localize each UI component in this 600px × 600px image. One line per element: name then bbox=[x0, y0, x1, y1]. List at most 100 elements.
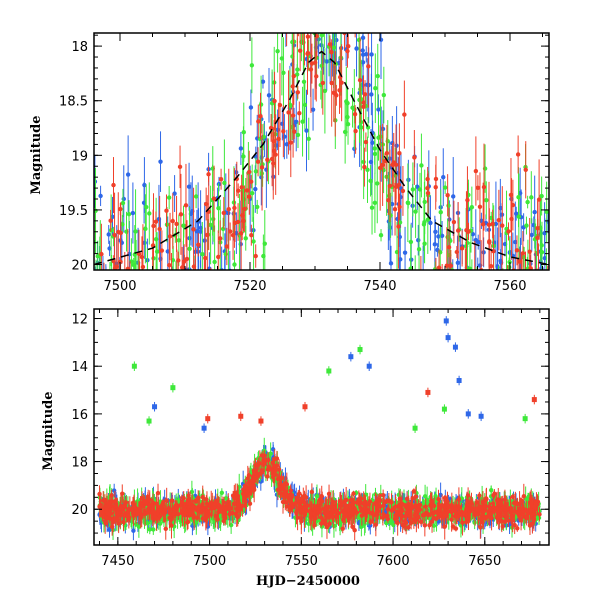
top-point bbox=[171, 279, 175, 283]
top-point bbox=[210, 320, 214, 324]
top-point bbox=[451, 304, 455, 308]
top-point bbox=[145, 275, 149, 279]
top-point bbox=[448, 263, 454, 268]
top-point bbox=[271, 161, 276, 166]
top-point bbox=[137, 291, 141, 295]
bottom-panel: Magnitude HJD−2450000 7450 7500 7550 7600 76… bbox=[41, 308, 550, 589]
top-point bbox=[413, 209, 418, 214]
top-point bbox=[331, 1, 335, 5]
top-point bbox=[177, 357, 181, 361]
top-point bbox=[378, 37, 384, 43]
top-point bbox=[546, 292, 550, 296]
top-point bbox=[314, 34, 320, 39]
top-point bbox=[115, 304, 119, 308]
top-point bbox=[164, 222, 170, 227]
top-point bbox=[523, 167, 528, 172]
top-point bbox=[535, 294, 539, 298]
top-point bbox=[93, 272, 97, 276]
top-point bbox=[208, 281, 212, 285]
top-point bbox=[402, 250, 408, 255]
top-point bbox=[539, 193, 544, 199]
top-point bbox=[419, 163, 424, 168]
top-point bbox=[176, 238, 182, 243]
top-point bbox=[255, 204, 260, 210]
top-point bbox=[281, 129, 286, 134]
top-point bbox=[394, 143, 399, 148]
top-point bbox=[334, 37, 339, 43]
top-point bbox=[322, 2, 326, 6]
top-point bbox=[140, 274, 144, 278]
top-point bbox=[539, 243, 544, 248]
top-point bbox=[296, 2, 300, 6]
top-point bbox=[130, 210, 136, 216]
bottom-xlabel: HJD−2450000 bbox=[256, 574, 360, 589]
bottom-point bbox=[258, 479, 264, 484]
top-point bbox=[527, 249, 532, 254]
top-point bbox=[405, 200, 411, 205]
top-point bbox=[300, 119, 305, 124]
top-point bbox=[178, 302, 182, 306]
top-ytick-label: 19.5 bbox=[59, 204, 88, 219]
top-point bbox=[150, 277, 154, 281]
top-point bbox=[242, 206, 247, 212]
top-point bbox=[288, 140, 293, 145]
top-point bbox=[513, 316, 517, 320]
top-point bbox=[208, 222, 213, 228]
top-point bbox=[440, 274, 444, 278]
top-point bbox=[152, 304, 156, 308]
top-point bbox=[116, 229, 121, 235]
top-point bbox=[536, 273, 540, 277]
top-point bbox=[378, 233, 384, 238]
top-point bbox=[406, 177, 411, 183]
top-point bbox=[520, 251, 526, 256]
top-point bbox=[500, 273, 504, 277]
top-point bbox=[402, 112, 407, 117]
top-point bbox=[284, 6, 288, 10]
top-point bbox=[310, 107, 316, 112]
top-xtick-label: 7500 bbox=[103, 279, 136, 294]
top-point bbox=[541, 310, 545, 314]
top-point bbox=[255, 159, 261, 164]
top-point bbox=[529, 336, 533, 340]
top-point bbox=[120, 200, 126, 206]
top-point bbox=[534, 287, 538, 291]
top-point bbox=[537, 330, 541, 334]
top-point bbox=[244, 188, 250, 193]
top-ylabel: Magnitude bbox=[29, 115, 44, 194]
top-point bbox=[210, 315, 214, 319]
top-point bbox=[231, 200, 237, 205]
bottom-point bbox=[431, 523, 437, 528]
top-point bbox=[363, 139, 369, 145]
top-point bbox=[472, 325, 476, 329]
top-point bbox=[198, 229, 203, 234]
top-point bbox=[157, 226, 162, 232]
top-point bbox=[483, 334, 487, 338]
top-point bbox=[247, 194, 252, 199]
top-point bbox=[295, 132, 301, 138]
top-point bbox=[432, 242, 438, 247]
top-point bbox=[506, 229, 511, 234]
top-point bbox=[112, 232, 117, 238]
top-point bbox=[473, 274, 477, 278]
top-point bbox=[295, 9, 299, 13]
top-point bbox=[323, 2, 327, 6]
top-point bbox=[132, 295, 136, 299]
top-ytick-label: 20 bbox=[71, 259, 88, 274]
top-point bbox=[217, 236, 223, 241]
top-point bbox=[212, 259, 217, 265]
top-point bbox=[469, 205, 475, 210]
top-point bbox=[392, 207, 398, 212]
top-point bbox=[147, 211, 152, 216]
top-point bbox=[365, 167, 370, 172]
top-point bbox=[238, 146, 244, 151]
top-point bbox=[281, 70, 286, 75]
top-point bbox=[518, 297, 522, 301]
top-point bbox=[527, 312, 531, 316]
top-point bbox=[354, 46, 359, 51]
top-point bbox=[258, 102, 264, 107]
top-point bbox=[130, 315, 134, 319]
top-point bbox=[163, 330, 167, 334]
top-point bbox=[353, 12, 357, 16]
top-point bbox=[321, 14, 325, 18]
